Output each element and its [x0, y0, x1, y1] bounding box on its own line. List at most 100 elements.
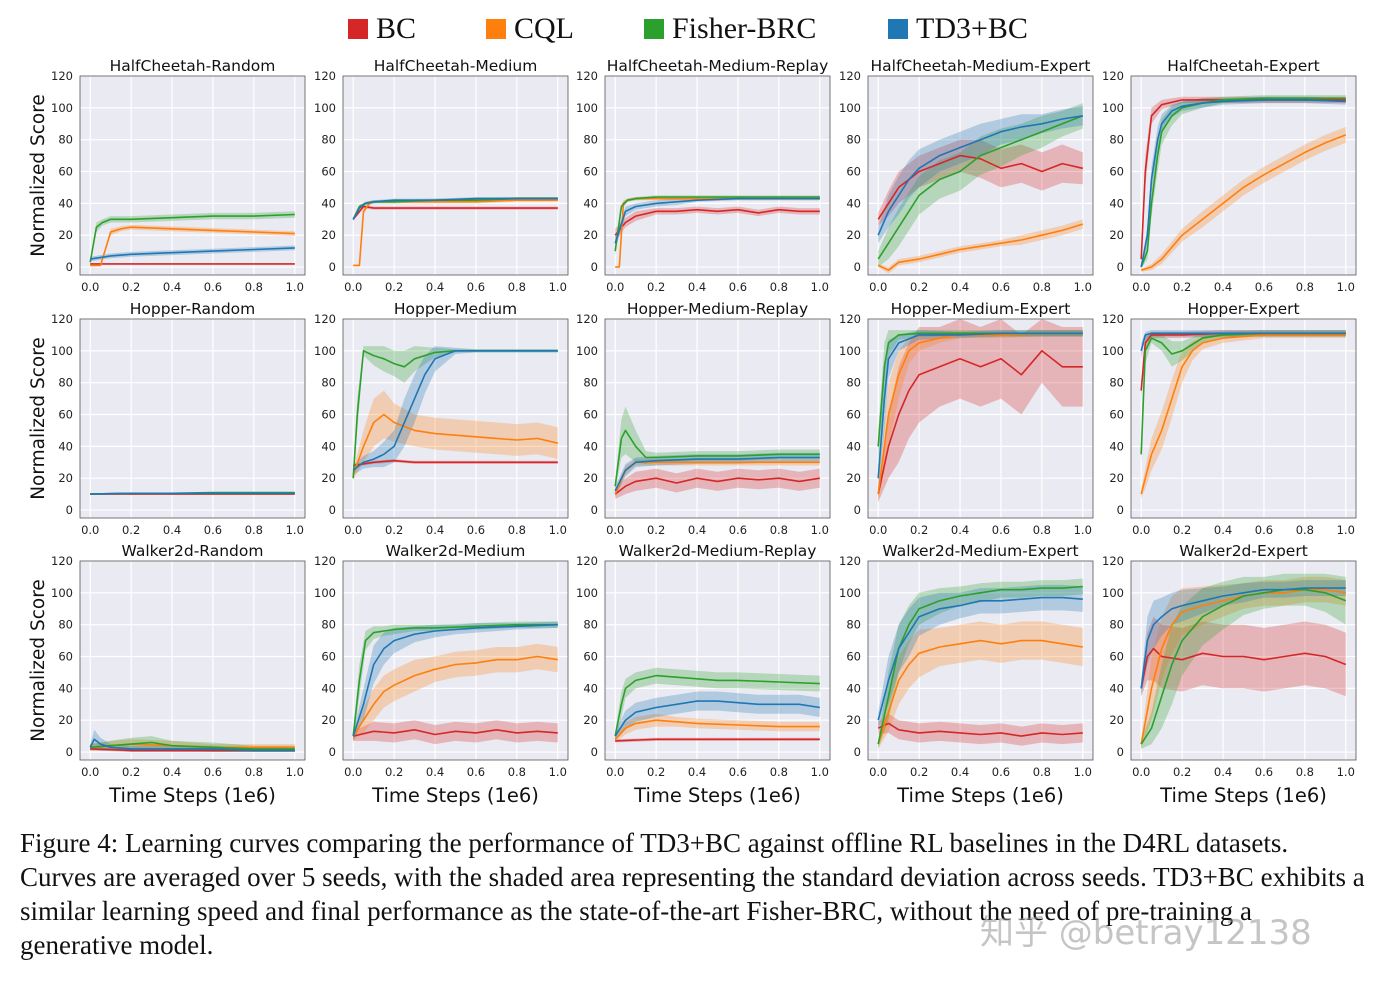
std-band-fisher-brc [90, 211, 295, 264]
std-band-bc [878, 713, 1083, 746]
x-tick-label: 0.4 [426, 765, 444, 779]
y-tick-label: 40 [58, 681, 73, 695]
series-line-td3-bc [89, 738, 295, 752]
y-tick-label: 0 [1117, 260, 1124, 274]
plot-area [80, 561, 305, 760]
series-line-cql [877, 639, 1083, 745]
learning-curves-grid: 0 20 40 60 80 100 120 0.0 0.2 0.4 0.6 0.8 1.0 HalfChe… [28, 57, 1357, 807]
series-line-td3-bc [352, 197, 558, 220]
std-band-td3-bc [90, 729, 295, 752]
x-tick-label: 0.6 [992, 765, 1010, 779]
series-line-bc [615, 738, 820, 742]
std-band-cql [1141, 576, 1346, 749]
panel-walker2d-medium-expert: 0 20 40 60 80 100 120 0.0 0.2 0.4 0.6 0.8 1.0 Walker2… [839, 542, 1094, 807]
y-tick-label: 60 [846, 165, 861, 179]
x-tick-label: 0.4 [951, 523, 969, 537]
legend-label-cql: CQL [514, 12, 574, 45]
x-tick-label: 0.8 [508, 765, 526, 779]
y-tick-label: 40 [58, 439, 73, 453]
y-tick-label: 40 [583, 196, 598, 210]
plot-area [80, 319, 305, 518]
series-line-td3-bc [614, 456, 820, 492]
std-band-fisher-brc [353, 197, 558, 221]
panel-title: Walker2d-Expert [1179, 542, 1308, 560]
x-tick-label: 0.4 [1214, 523, 1232, 537]
y-tick-label: 100 [576, 586, 598, 600]
x-tick-label: 0.4 [163, 765, 181, 779]
series-line-td3-bc [877, 332, 1083, 479]
series-line-td3-bc [1140, 99, 1346, 268]
x-tick-label: 0.2 [1173, 523, 1191, 537]
y-tick-label: 120 [576, 312, 598, 326]
x-axis-label: Time Steps (1e6) [371, 784, 539, 807]
x-tick-label: 0.8 [1296, 280, 1314, 294]
std-band-bc [353, 720, 558, 745]
plot-area [868, 561, 1093, 760]
x-tick-label: 0.4 [688, 280, 706, 294]
x-tick-label: 0.4 [688, 523, 706, 537]
y-tick-label: 0 [66, 503, 73, 517]
y-tick-label: 80 [1109, 133, 1124, 147]
x-tick-label: 0.2 [385, 280, 403, 294]
y-tick-label: 80 [58, 376, 73, 390]
panel-halfcheetah-expert: 0 20 40 60 80 100 120 0.0 0.2 0.4 0.6 0.8 1.0 HalfChe… [1102, 57, 1357, 294]
y-tick-label: 40 [1109, 196, 1124, 210]
panel-hopper-expert: 0 20 40 60 80 100 120 0.0 0.2 0.4 0.6 0.8 1.0 Hopper-… [1102, 300, 1357, 537]
x-tick-label: 0.0 [1132, 523, 1150, 537]
series-line-td3-bc [1140, 332, 1346, 351]
std-band-cql [90, 224, 295, 267]
x-tick-label: 0.0 [869, 523, 887, 537]
y-tick-label: 100 [314, 586, 336, 600]
plot-frame [604, 75, 831, 276]
legend-swatch-fisher-brc [644, 19, 664, 39]
y-tick-label: 100 [839, 344, 861, 358]
series-line-td3-bc [90, 247, 295, 260]
y-tick-label: 60 [583, 650, 598, 664]
x-tick-label: 0.6 [729, 523, 747, 537]
y-tick-label: 80 [846, 133, 861, 147]
series-line-fisher-brc [90, 741, 295, 750]
series-line-td3-bc [614, 700, 820, 737]
y-tick-label: 100 [1102, 344, 1124, 358]
y-tick-label: 0 [591, 745, 598, 759]
y-tick-label: 0 [591, 503, 598, 517]
y-tick-label: 40 [846, 196, 861, 210]
panel-halfcheetah-medium-expert: 0 20 40 60 80 100 120 0.0 0.2 0.4 0.6 0.8 1.0 HalfChe… [839, 57, 1094, 294]
y-tick-label: 120 [314, 554, 336, 568]
x-tick-label: 0.6 [467, 765, 485, 779]
std-band-td3-bc [878, 330, 1083, 491]
y-tick-label: 40 [321, 196, 336, 210]
plot-frame [79, 318, 306, 519]
x-tick-label: 0.4 [426, 280, 444, 294]
y-tick-label: 100 [1102, 586, 1124, 600]
y-tick-label: 100 [51, 101, 73, 115]
series-line-bc [352, 205, 558, 220]
plot-frame [79, 75, 306, 276]
std-band-bc [353, 205, 558, 221]
x-tick-label: 1.0 [1074, 523, 1092, 537]
panel-title: HalfCheetah-Medium [374, 57, 538, 75]
x-tick-label: 0.8 [1033, 280, 1051, 294]
series-line-bc [1140, 647, 1347, 689]
series-line-bc [614, 208, 820, 236]
x-tick-label: 0.6 [729, 765, 747, 779]
y-tick-label: 120 [51, 312, 73, 326]
series-line-td3-bc [877, 115, 1083, 236]
legend-label-td3bc: TD3+BC [916, 12, 1028, 45]
plot-frame [342, 560, 569, 761]
x-tick-label: 0.6 [729, 280, 747, 294]
panel-title: Walker2d-Medium [386, 542, 526, 560]
legend-swatch-cql [486, 19, 506, 39]
series-line-cql [877, 223, 1084, 272]
y-tick-label: 100 [314, 344, 336, 358]
x-tick-label: 0.2 [910, 765, 928, 779]
y-tick-label: 20 [583, 713, 598, 727]
y-axis-label: Normalized Score [28, 94, 49, 257]
y-tick-label: 20 [846, 228, 861, 242]
std-band-bc [615, 468, 820, 499]
x-tick-label: 0.0 [344, 523, 362, 537]
y-tick-label: 60 [846, 650, 861, 664]
y-tick-label: 80 [321, 133, 336, 147]
x-tick-label: 1.0 [286, 523, 304, 537]
x-tick-label: 0.2 [1173, 765, 1191, 779]
